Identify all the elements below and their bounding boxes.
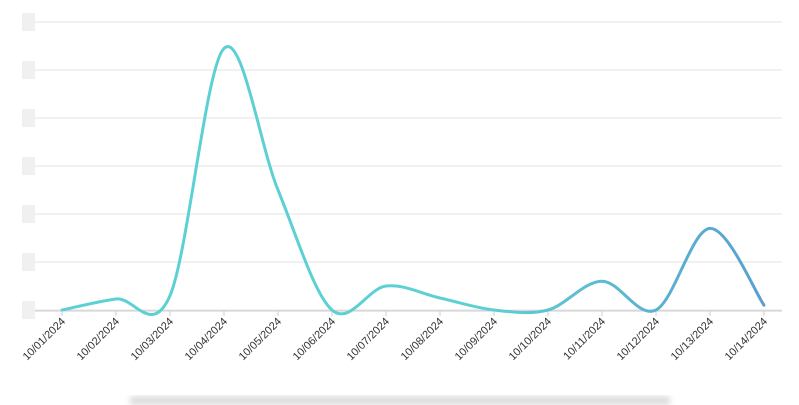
hidden-y-label (22, 301, 35, 319)
line (60, 45, 766, 316)
hidden-y-label (22, 61, 35, 79)
x-tick-label: 10/14/2024 (723, 316, 770, 363)
x-tick-label: 10/13/2024 (669, 316, 716, 363)
hidden-y-label (22, 13, 35, 31)
x-tick-label: 10/10/2024 (507, 316, 554, 363)
hidden-y-label (22, 253, 35, 271)
x-tick-label: 10/08/2024 (399, 316, 446, 363)
x-tick-label: 10/06/2024 (291, 316, 338, 363)
x-tick-label: 10/04/2024 (183, 316, 230, 363)
blurred-caption (130, 396, 670, 405)
x-tick-label: 10/01/2024 (21, 316, 68, 363)
x-tick-label: 10/12/2024 (615, 316, 662, 363)
x-tick-label: 10/03/2024 (129, 316, 176, 363)
x-tick-label: 10/09/2024 (453, 316, 500, 363)
x-tick-label: 10/05/2024 (237, 316, 284, 363)
hidden-y-label (22, 109, 35, 127)
x-tick-label: 10/11/2024 (561, 316, 608, 363)
x-tick-label: 10/02/2024 (75, 316, 122, 363)
hidden-y-label (22, 157, 35, 175)
x-tick-label: 10/07/2024 (345, 316, 392, 363)
hidden-y-label (22, 205, 35, 223)
